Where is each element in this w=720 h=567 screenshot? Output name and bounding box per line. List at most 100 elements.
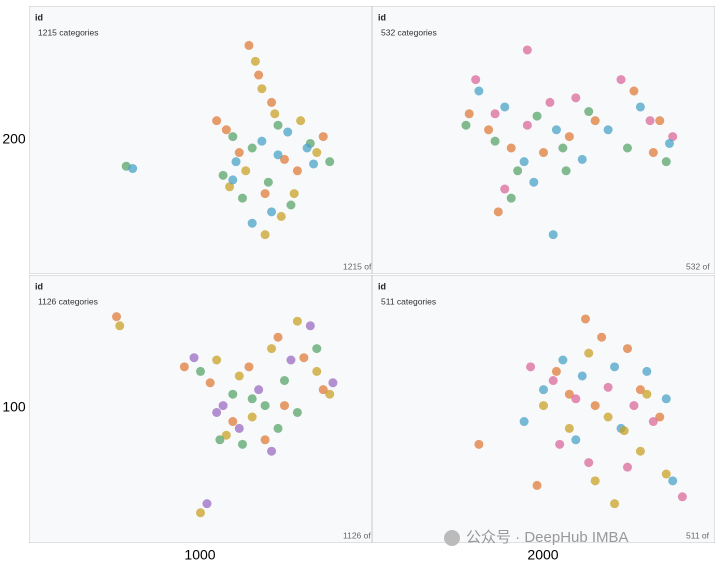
point bbox=[461, 120, 471, 130]
point bbox=[603, 125, 613, 135]
point bbox=[561, 166, 571, 176]
point bbox=[267, 97, 277, 107]
point bbox=[299, 353, 309, 363]
point bbox=[590, 116, 600, 126]
point bbox=[577, 154, 587, 164]
point bbox=[267, 344, 277, 354]
point bbox=[558, 143, 568, 153]
point bbox=[263, 177, 273, 187]
point bbox=[551, 366, 561, 376]
point bbox=[539, 401, 548, 411]
panel-title: id bbox=[35, 12, 43, 22]
point bbox=[247, 412, 257, 422]
point bbox=[234, 423, 244, 433]
point bbox=[270, 109, 280, 119]
point bbox=[590, 476, 600, 486]
point bbox=[661, 157, 671, 167]
point bbox=[234, 148, 244, 158]
point bbox=[545, 97, 555, 107]
panel: id 511 categories 511 of bbox=[372, 275, 715, 543]
point bbox=[312, 366, 322, 376]
point bbox=[279, 376, 289, 386]
point bbox=[247, 218, 257, 228]
point bbox=[292, 166, 302, 176]
panel: id 1126 categories 1126 of bbox=[29, 275, 372, 543]
point bbox=[558, 355, 568, 365]
row-label: 100 bbox=[2, 399, 26, 415]
point bbox=[237, 193, 247, 203]
point bbox=[506, 193, 516, 203]
point bbox=[603, 412, 613, 422]
point bbox=[257, 84, 267, 94]
point bbox=[629, 86, 639, 96]
point bbox=[519, 417, 529, 427]
point bbox=[241, 166, 251, 176]
point bbox=[629, 401, 639, 411]
point bbox=[205, 378, 215, 388]
point bbox=[622, 462, 632, 472]
point bbox=[260, 435, 270, 445]
point bbox=[202, 499, 212, 509]
point bbox=[532, 480, 542, 490]
point bbox=[474, 86, 484, 96]
point bbox=[539, 385, 548, 395]
point bbox=[668, 132, 678, 142]
point bbox=[635, 385, 645, 395]
point bbox=[225, 182, 235, 192]
point bbox=[286, 355, 296, 365]
point bbox=[276, 211, 286, 221]
point bbox=[664, 138, 674, 148]
point bbox=[577, 371, 587, 381]
point bbox=[228, 389, 238, 399]
point bbox=[318, 132, 328, 142]
point bbox=[244, 40, 254, 50]
point bbox=[584, 107, 594, 117]
point bbox=[610, 499, 620, 509]
point bbox=[532, 111, 542, 121]
point bbox=[244, 362, 254, 372]
panel-bg bbox=[372, 6, 715, 274]
point bbox=[661, 469, 671, 479]
point bbox=[548, 230, 558, 240]
point bbox=[247, 143, 257, 153]
point bbox=[309, 159, 319, 169]
point bbox=[212, 355, 222, 365]
point bbox=[279, 401, 289, 411]
point bbox=[228, 132, 238, 142]
col-label: 1000 bbox=[184, 547, 215, 563]
point bbox=[522, 120, 532, 130]
panel: id 1215 categories 1215 of bbox=[29, 6, 372, 274]
point bbox=[506, 143, 516, 153]
panel: id 532 categories 532 of bbox=[372, 6, 715, 274]
point bbox=[228, 417, 238, 427]
point bbox=[312, 344, 322, 354]
point bbox=[571, 394, 581, 404]
point bbox=[571, 93, 581, 103]
point bbox=[325, 157, 335, 167]
point bbox=[655, 116, 665, 126]
point bbox=[273, 332, 283, 342]
point bbox=[539, 148, 548, 158]
point bbox=[234, 371, 244, 381]
point bbox=[635, 102, 645, 112]
point bbox=[221, 430, 231, 440]
point bbox=[642, 366, 652, 376]
point bbox=[484, 125, 494, 135]
point bbox=[302, 143, 312, 153]
panel-footer: 511 of bbox=[686, 530, 710, 540]
point bbox=[250, 56, 260, 66]
panel-subtitle: 1215 categories bbox=[38, 27, 99, 37]
panel-bg bbox=[29, 275, 372, 543]
point bbox=[526, 362, 536, 372]
point bbox=[312, 148, 322, 158]
point bbox=[564, 132, 574, 142]
point bbox=[179, 362, 189, 372]
panel-bg bbox=[29, 6, 372, 274]
point bbox=[622, 344, 632, 354]
point bbox=[267, 446, 277, 456]
point bbox=[648, 148, 658, 158]
point bbox=[471, 75, 481, 85]
point bbox=[292, 316, 302, 326]
point bbox=[273, 423, 283, 433]
row-label: 200 bbox=[2, 131, 26, 147]
